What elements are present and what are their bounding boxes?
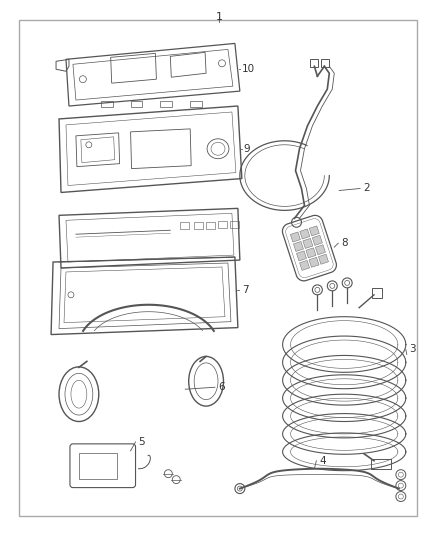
Polygon shape (315, 245, 325, 255)
Bar (206, 222, 215, 229)
Bar (101, 101, 113, 107)
Text: 5: 5 (138, 437, 145, 447)
Polygon shape (300, 229, 310, 239)
Bar (230, 221, 239, 228)
Text: 10: 10 (242, 64, 255, 74)
Text: 7: 7 (242, 285, 248, 295)
Text: 4: 4 (319, 456, 326, 466)
Polygon shape (309, 226, 319, 236)
Polygon shape (306, 248, 316, 258)
Polygon shape (303, 238, 313, 248)
Bar (194, 222, 203, 229)
Polygon shape (300, 260, 310, 270)
Bar (190, 101, 202, 107)
Polygon shape (293, 241, 304, 252)
Text: 3: 3 (409, 344, 415, 354)
Polygon shape (318, 254, 328, 264)
Polygon shape (309, 257, 319, 268)
Bar (321, 59, 329, 67)
Text: 2: 2 (363, 183, 370, 193)
Text: 8: 8 (341, 238, 348, 248)
Bar (372, 288, 382, 298)
Bar (131, 101, 142, 107)
Text: 6: 6 (218, 382, 225, 392)
Polygon shape (290, 232, 300, 242)
Bar (218, 221, 227, 228)
Bar (160, 101, 172, 107)
Bar (79, 453, 117, 479)
Text: 9: 9 (244, 144, 251, 154)
Polygon shape (312, 235, 322, 245)
Polygon shape (297, 251, 307, 261)
Bar (180, 222, 189, 229)
Bar (311, 59, 318, 67)
Bar (371, 459, 391, 469)
Text: 1: 1 (215, 12, 223, 22)
